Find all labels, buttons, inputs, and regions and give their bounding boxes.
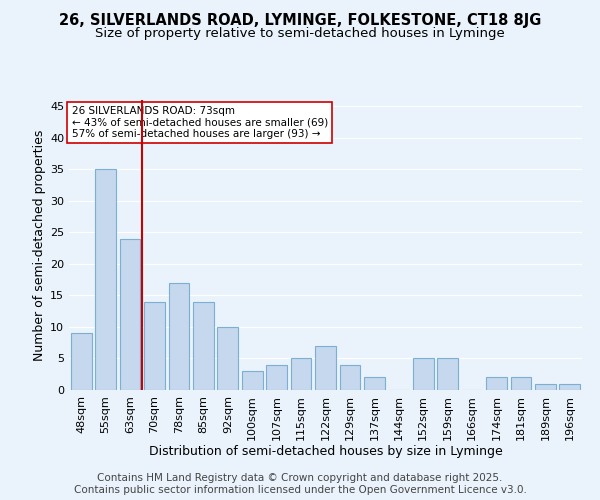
Bar bbox=[169, 283, 190, 390]
Bar bbox=[437, 358, 458, 390]
Bar bbox=[364, 378, 385, 390]
Bar bbox=[535, 384, 556, 390]
Bar bbox=[266, 365, 287, 390]
Bar bbox=[242, 371, 263, 390]
Text: Contains HM Land Registry data © Crown copyright and database right 2025.
Contai: Contains HM Land Registry data © Crown c… bbox=[74, 474, 526, 495]
Bar bbox=[486, 378, 507, 390]
Bar bbox=[193, 302, 214, 390]
Bar bbox=[95, 170, 116, 390]
X-axis label: Distribution of semi-detached houses by size in Lyminge: Distribution of semi-detached houses by … bbox=[149, 446, 502, 458]
Bar bbox=[413, 358, 434, 390]
Bar bbox=[119, 238, 140, 390]
Bar bbox=[315, 346, 336, 390]
Bar bbox=[71, 334, 92, 390]
Y-axis label: Number of semi-detached properties: Number of semi-detached properties bbox=[33, 130, 46, 360]
Bar bbox=[511, 378, 532, 390]
Bar bbox=[559, 384, 580, 390]
Text: 26, SILVERLANDS ROAD, LYMINGE, FOLKESTONE, CT18 8JG: 26, SILVERLANDS ROAD, LYMINGE, FOLKESTON… bbox=[59, 12, 541, 28]
Bar bbox=[144, 302, 165, 390]
Bar bbox=[217, 327, 238, 390]
Bar bbox=[290, 358, 311, 390]
Text: Size of property relative to semi-detached houses in Lyminge: Size of property relative to semi-detach… bbox=[95, 28, 505, 40]
Bar bbox=[340, 365, 361, 390]
Text: 26 SILVERLANDS ROAD: 73sqm
← 43% of semi-detached houses are smaller (69)
57% of: 26 SILVERLANDS ROAD: 73sqm ← 43% of semi… bbox=[71, 106, 328, 139]
